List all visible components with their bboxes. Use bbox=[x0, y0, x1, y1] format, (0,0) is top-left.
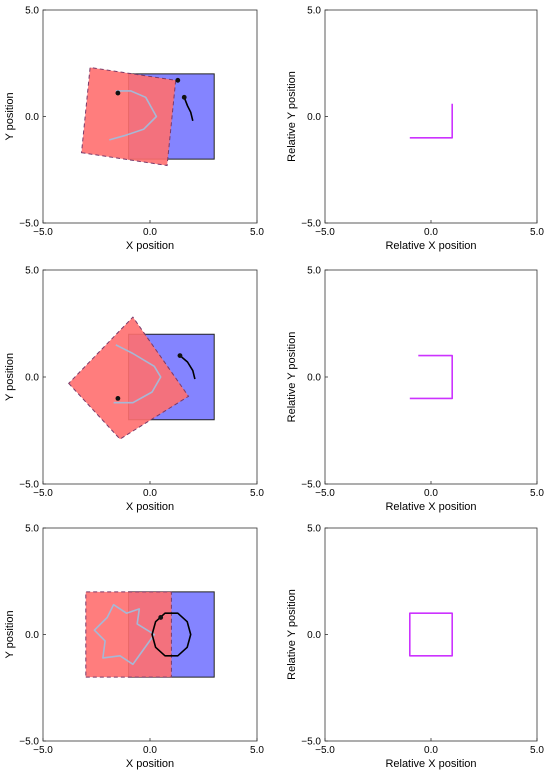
x-axis-label: Relative X position bbox=[385, 240, 476, 252]
overlap-guide bbox=[129, 74, 215, 159]
series-relative-path bbox=[409, 354, 454, 400]
y-tick-label: 5.0 bbox=[307, 524, 321, 535]
y-tick-label: −5.0 bbox=[19, 219, 39, 230]
x-axis-label: X position bbox=[126, 240, 174, 252]
y-tick-label: 5.0 bbox=[307, 266, 321, 277]
x-tick-label: −5.0 bbox=[315, 227, 335, 238]
y-tick-label: 0.0 bbox=[25, 630, 39, 641]
x-tick-label: 0.0 bbox=[143, 745, 157, 756]
subplot-1: −5.0 0.0 5.0 −5.0 0.0 5.0 X position Y position bbox=[4, 6, 264, 253]
x-tick-label: 0.0 bbox=[143, 227, 157, 238]
x-tick-label: 5.0 bbox=[530, 745, 544, 756]
y-axis-label: Y position bbox=[4, 92, 16, 140]
marker-point bbox=[181, 94, 187, 100]
y-tick-label: 5.0 bbox=[307, 6, 321, 17]
x-axis-label: X position bbox=[126, 501, 174, 513]
subplot-6: −5.0 0.0 5.0 −5.0 0.0 5.0 Relative X position R… bbox=[286, 524, 544, 771]
series-trace bbox=[113, 344, 162, 404]
axes-frame bbox=[324, 269, 538, 485]
plot-area bbox=[409, 354, 454, 400]
moving-square bbox=[85, 591, 172, 678]
marker-point bbox=[177, 353, 183, 358]
x-tick-label: 0.0 bbox=[424, 745, 438, 756]
y-tick-label: 0.0 bbox=[25, 112, 39, 123]
axes-frame bbox=[324, 527, 538, 742]
x-tick-label: 5.0 bbox=[250, 745, 264, 756]
axes-frame bbox=[324, 9, 538, 224]
series-relative-path bbox=[408, 612, 454, 657]
y-tick-label: 0.0 bbox=[307, 373, 321, 384]
x-axis-label: Relative X position bbox=[385, 758, 476, 770]
subplot-4: −5.0 0.0 5.0 −5.0 0.0 5.0 Relative X position R… bbox=[286, 266, 544, 514]
y-tick-label: −5.0 bbox=[301, 480, 321, 491]
series-trace bbox=[93, 603, 156, 666]
plot-area bbox=[80, 66, 215, 167]
marker-point bbox=[158, 615, 164, 620]
x-tick-label: 0.0 bbox=[143, 488, 157, 499]
moving-square bbox=[68, 316, 190, 440]
x-axis-label: X position bbox=[126, 758, 174, 770]
y-tick-label: 5.0 bbox=[25, 266, 39, 277]
plot-area bbox=[408, 612, 454, 657]
y-tick-label: −5.0 bbox=[301, 219, 321, 230]
x-tick-label: 5.0 bbox=[250, 227, 264, 238]
y-axis-label: Relative Y position bbox=[286, 71, 298, 162]
y-axis-label: Y position bbox=[4, 610, 16, 658]
series-trace bbox=[109, 90, 158, 141]
series-arc bbox=[179, 354, 196, 380]
x-tick-label: 5.0 bbox=[530, 227, 544, 238]
plot-area bbox=[68, 316, 215, 440]
y-tick-label: 0.0 bbox=[307, 630, 321, 641]
y-axis-label: Relative Y position bbox=[286, 589, 298, 680]
y-tick-label: 5.0 bbox=[25, 6, 39, 17]
x-tick-label: −5.0 bbox=[33, 227, 53, 238]
x-tick-label: 0.0 bbox=[424, 227, 438, 238]
plot-area bbox=[409, 103, 454, 139]
x-tick-label: 5.0 bbox=[250, 488, 264, 499]
y-axis-label: Y position bbox=[4, 353, 16, 401]
moving-square bbox=[80, 66, 177, 167]
marker-point bbox=[115, 90, 121, 96]
y-tick-label: 0.0 bbox=[307, 112, 321, 123]
subplot-2: −5.0 0.0 5.0 −5.0 0.0 5.0 Relative X position R… bbox=[286, 6, 544, 253]
x-tick-label: 0.0 bbox=[424, 488, 438, 499]
subplot-5: −5.0 0.0 5.0 −5.0 0.0 5.0 X position Y position bbox=[4, 524, 264, 771]
x-axis-label: Relative X position bbox=[385, 501, 476, 513]
y-tick-label: −5.0 bbox=[19, 737, 39, 748]
x-tick-label: −5.0 bbox=[315, 488, 335, 499]
series-relative-path bbox=[409, 103, 454, 139]
marker-point bbox=[115, 396, 121, 401]
y-tick-label: 0.0 bbox=[25, 373, 39, 384]
y-tick-label: −5.0 bbox=[301, 737, 321, 748]
x-tick-label: −5.0 bbox=[33, 745, 53, 756]
overlap-guide bbox=[129, 334, 215, 420]
x-tick-label: 5.0 bbox=[530, 488, 544, 499]
series-circle bbox=[151, 612, 192, 657]
subplot-3: −5.0 0.0 5.0 −5.0 0.0 5.0 X position Y position bbox=[4, 266, 264, 514]
x-tick-label: −5.0 bbox=[315, 745, 335, 756]
marker-point bbox=[175, 77, 181, 83]
overlap-guide bbox=[129, 592, 215, 677]
y-tick-label: −5.0 bbox=[19, 480, 39, 491]
series-arc bbox=[183, 97, 194, 121]
y-axis-label: Relative Y position bbox=[286, 332, 298, 423]
y-tick-label: 5.0 bbox=[25, 524, 39, 535]
plot-area bbox=[85, 591, 215, 678]
x-tick-label: −5.0 bbox=[33, 488, 53, 499]
